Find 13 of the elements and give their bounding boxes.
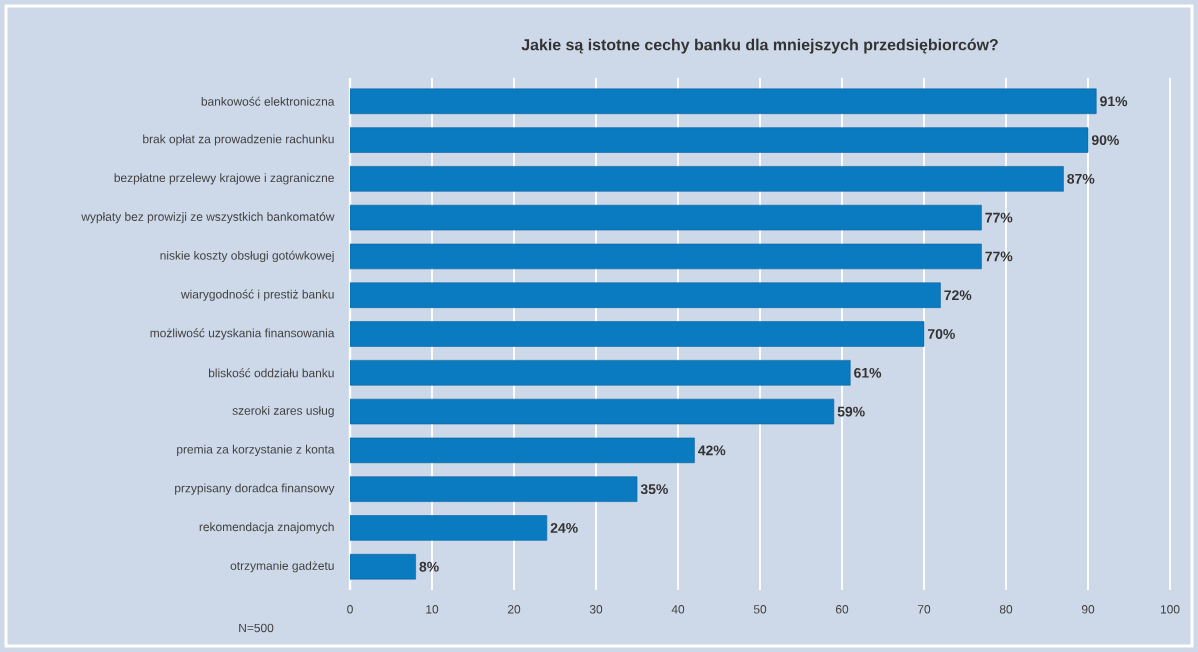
bar: [350, 554, 416, 580]
bar: [350, 360, 851, 386]
bar: [350, 515, 548, 541]
bar: [350, 476, 638, 502]
bar: [350, 243, 982, 270]
bar: [350, 204, 982, 231]
bar: [350, 398, 835, 425]
bar: [350, 437, 695, 464]
bar: [350, 321, 925, 347]
bar: [350, 88, 1097, 114]
bar: [350, 166, 1064, 192]
bar: [350, 127, 1089, 153]
bar: [350, 282, 941, 308]
